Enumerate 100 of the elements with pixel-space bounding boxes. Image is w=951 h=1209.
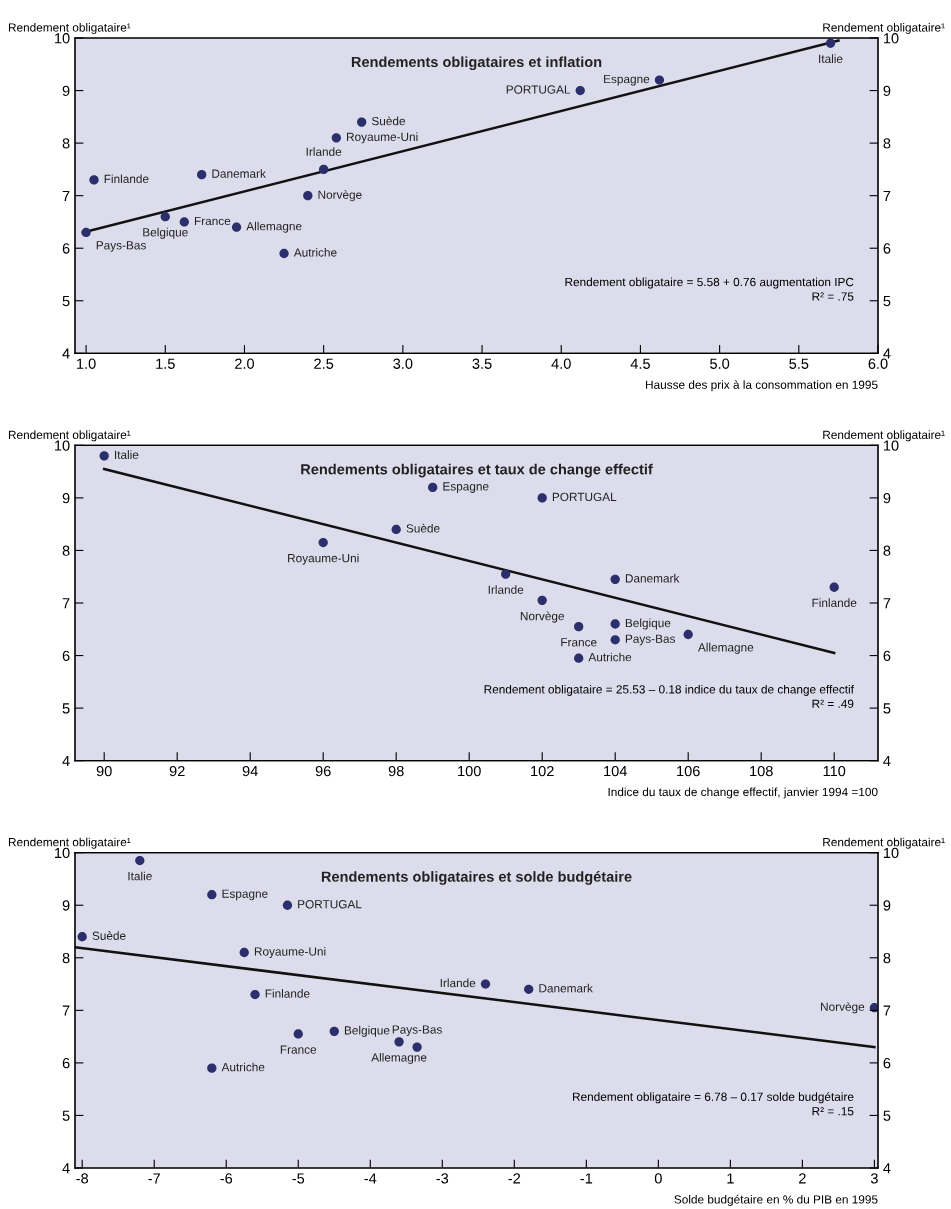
point [282,900,293,910]
point [250,989,260,1000]
annotation: Royaume-Uni [254,947,326,959]
x-tick-label: 90 [96,765,112,777]
y2-tick-label: 9 [883,900,891,911]
x-tick-label: 100 [458,765,481,777]
x-tick-label: 110 [823,765,846,777]
annotation: Suède [406,523,440,533]
x-tick-label: -5 [292,1173,305,1184]
y-tick-label: 6 [62,1057,70,1069]
point [501,569,511,579]
y-tick-label: 4 [62,348,70,359]
y-tick-label: 4 [62,755,70,766]
point [89,175,99,185]
x-tick-label: 5.5 [789,358,809,369]
y2-tick-label: 4 [883,1163,891,1174]
annotation: Finlande [265,989,310,998]
point [825,38,836,48]
annotation: Pays-Bas [625,634,676,646]
y2-tick-label: 7 [883,1005,891,1016]
y-tick-label: 4 [62,1163,70,1174]
point [160,212,170,222]
x-tick-label: 96 [315,765,331,777]
point [610,574,620,585]
point [239,947,249,958]
x-tick-label: 102 [531,765,554,777]
y2-tick-label: 4 [883,348,891,359]
y2-tick-label: 4 [883,755,891,766]
x-tick-label: -4 [364,1173,377,1184]
y-tick-label: 10 [55,33,70,44]
y2-axis-title: Rendement obligataire¹ [823,23,945,34]
annotation: R² = .49 [812,699,854,708]
point [357,117,367,127]
x-axis-title: Hausse des prix à la consommation en 1995 [646,380,878,392]
point [575,85,585,96]
point [179,217,189,227]
text: Rendements obligataires et taux de change effectif [301,463,653,478]
y2-tick-label: 9 [883,85,891,96]
y-tick-label: 8 [62,138,70,149]
y2-tick-label: 5 [883,1110,891,1121]
point [829,582,839,592]
annotation: R² = .15 [812,1107,854,1116]
point [81,227,91,238]
x-tick-label: 108 [750,765,773,777]
annotation: Rendement obligataire = 5.58 + 0.76 augmentation IPC [565,277,854,289]
y-tick-label: 9 [62,900,70,911]
annotation: Irlande [306,147,342,156]
y-tick-label: 5 [62,1110,70,1121]
point [207,1063,217,1073]
point [574,653,584,663]
annotation: Pays-Bas [96,241,146,252]
annotation: Danemark [212,169,266,178]
point [77,932,87,942]
x-tick-label: 2.5 [314,358,334,369]
point [231,222,242,232]
x-tick-label: 0 [654,1173,662,1184]
annotation: Italie [115,450,139,460]
x-tick-label: 3.0 [393,358,413,369]
annotation: Autriche [588,652,632,662]
annotation: Finlande [104,174,149,184]
x-tick-label: 2 [799,1173,806,1184]
annotation: Allemagne [371,1052,427,1064]
point [135,855,145,866]
annotation: Irlande [488,585,524,594]
point [428,482,438,493]
annotation: Allemagne [697,642,754,654]
y-tick-label: 7 [62,598,70,609]
y-tick-label: 9 [62,85,70,96]
x-tick-label: -2 [508,1173,521,1184]
annotation: Pays-Bas [392,1025,442,1037]
x-tick-label: -6 [220,1173,233,1184]
y-tick-label: 10 [55,440,70,451]
point [303,191,313,201]
text: Rendements obligataires et inflation [351,56,602,71]
annotation: Suède [371,116,406,126]
point [610,635,620,645]
y-tick-label: 8 [62,952,70,964]
annotation: R² = .75 [812,292,854,301]
y2-tick-label: 6 [883,650,891,661]
annotation: Belgique [344,1025,390,1037]
point [207,890,217,900]
annotation: Espagne [443,482,489,493]
x-tick-label: 1.0 [77,358,96,369]
x-tick-label: 2.0 [235,358,255,369]
annotation: Norvège [520,611,564,623]
text: Rendements obligataires et solde budgétaire [321,871,632,885]
annotation: Norvège [318,190,362,202]
x-tick-label: 98 [388,765,404,777]
annotation: France [194,216,231,226]
y2-tick-label: 6 [883,243,891,254]
point [319,164,329,175]
y2-tick-label: 9 [883,492,891,504]
x-tick-label: 3 [870,1173,878,1184]
annotation: PORTUGAL [552,492,617,502]
x-tick-label: 104 [604,765,627,777]
annotation: Allemagne [246,221,302,233]
y2-tick-label: 7 [883,190,891,201]
y2-tick-label: 6 [883,1057,891,1069]
y-tick-label: 5 [62,296,70,307]
annotation: Belgique [143,227,188,239]
